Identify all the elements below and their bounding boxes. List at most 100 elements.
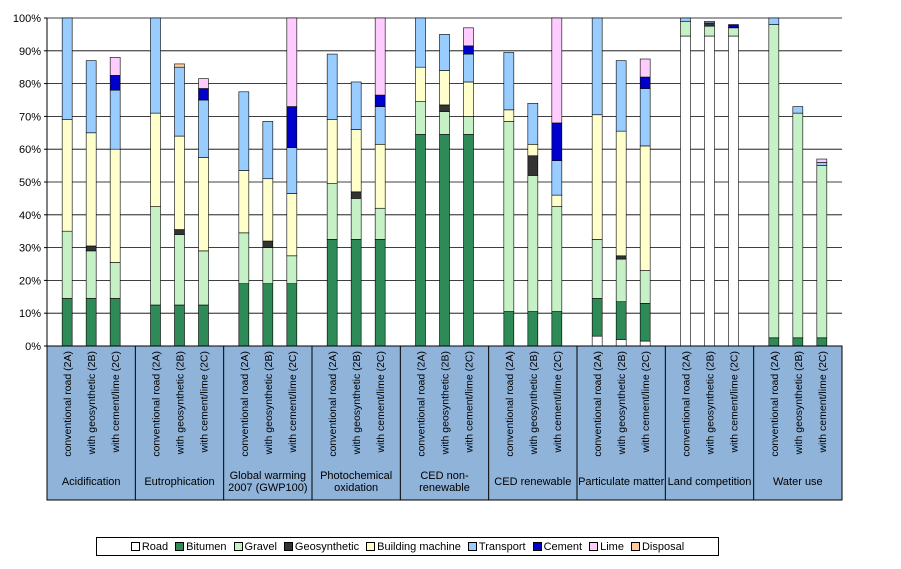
x-tick-label: conventional road (2A)	[592, 351, 604, 457]
bar-segment-building-machine	[591, 114, 603, 240]
legend-item: Transport	[467, 540, 526, 553]
bar-segment-transport	[150, 17, 161, 114]
legend-label: Lime	[600, 540, 624, 553]
x-tick-label: with geosynthetic (2B)	[175, 351, 187, 455]
bar-segment-gravel	[551, 206, 563, 312]
bar-segment-gravel	[415, 101, 426, 135]
bar-segment-bitumen	[286, 283, 298, 347]
bar-segment-cement	[728, 24, 739, 29]
bar-segment-transport	[374, 106, 386, 145]
legend-swatch	[366, 542, 376, 551]
bar-segment-gravel	[286, 255, 298, 284]
legend-label: Road	[141, 540, 169, 553]
x-tick-label: with geosynthetic (2B)	[793, 351, 805, 455]
bar-segment-gravel	[262, 247, 274, 284]
bar-segment-geosynthetic	[704, 22, 715, 27]
bar-segment-transport	[61, 17, 73, 120]
bar-segment-transport	[615, 60, 627, 132]
x-tick-label: with geosynthetic (2B)	[616, 351, 628, 455]
bar-segment-building-machine	[439, 70, 450, 106]
bar-segment-gravel	[326, 183, 338, 240]
bar-segment-geosynthetic	[174, 229, 185, 235]
y-tick-label: 100%	[13, 13, 41, 25]
bar-segment-building-machine	[639, 145, 651, 271]
group-label: Particulate matter	[578, 476, 665, 488]
bar-segment-transport	[286, 147, 298, 194]
bar-segment-building-machine	[374, 143, 386, 209]
group-label: Water use	[773, 476, 823, 488]
y-tick-label: 70%	[19, 111, 41, 123]
bar-segment-geosynthetic	[527, 155, 539, 176]
x-tick-label: with geosynthetic (2B)	[351, 351, 363, 455]
bar-segment-road	[704, 35, 715, 347]
bar-segment-road	[591, 335, 603, 347]
bar-segment-lime	[463, 27, 474, 47]
bar-segment-gravel	[527, 175, 539, 312]
bar-segment-gravel	[728, 27, 739, 37]
x-tick-label: with cement/lime (2C)	[375, 351, 387, 454]
y-tick-label: 60%	[19, 144, 41, 156]
legend-swatch	[130, 542, 140, 551]
x-tick-label: with cement/lime (2C)	[199, 351, 211, 454]
bar-segment-transport	[198, 99, 209, 158]
bar-segment-bitumen	[503, 311, 515, 347]
bar-segment-lime	[286, 17, 298, 107]
bar-segment-lime	[816, 158, 828, 163]
x-tick-label: with geosynthetic (2B)	[86, 351, 98, 455]
x-tick-label: with cement/lime (2C)	[110, 351, 122, 454]
x-tick-label: with cement/lime (2C)	[729, 351, 741, 454]
bar-segment-transport	[816, 162, 828, 166]
legend-item: Geosynthetic	[283, 541, 359, 553]
bar-segment-building-machine	[198, 157, 209, 252]
x-tick-label: conventional road (2A)	[769, 351, 781, 457]
x-tick-label: with geosynthetic (2B)	[263, 351, 275, 455]
bar-segment-bitumen	[150, 304, 161, 347]
x-axis-labels: conventional road (2A) with geosynthetic …	[62, 351, 829, 494]
bar-segment-bitumen	[792, 337, 804, 347]
bar-segment-bitumen	[768, 337, 780, 347]
bar-segment-gravel	[463, 116, 474, 135]
legend-label: Transport	[478, 540, 526, 553]
bar-segment-building-machine	[326, 119, 338, 184]
legend-swatch	[175, 542, 185, 551]
bar-segment-building-machine	[109, 148, 121, 263]
legend-item: Disposal	[630, 541, 684, 553]
x-tick-label: with geosynthetic (2B)	[705, 351, 717, 455]
bar-segment-transport	[326, 53, 338, 120]
bar-segment-gravel	[439, 111, 450, 135]
bar-segment-geosynthetic	[85, 245, 97, 252]
bar-segment-gravel	[680, 20, 691, 37]
bar-segment-transport	[174, 66, 185, 137]
bar-segment-bitumen	[61, 298, 73, 347]
bar-segment-disposal	[174, 63, 185, 68]
bar-segment-transport	[680, 17, 691, 22]
y-tick-label: 80%	[19, 79, 41, 91]
bar-segment-transport	[527, 102, 539, 145]
group-label: Land competition	[668, 476, 752, 488]
bar-segment-bitumen	[615, 301, 627, 340]
legend-swatch	[589, 542, 599, 551]
bar-segment-cement	[286, 106, 298, 148]
y-tick-label: 90%	[19, 46, 41, 58]
bar-segment-bitumen	[527, 311, 539, 347]
bar-segment-bitumen	[463, 134, 474, 347]
bar-segment-geosynthetic	[439, 104, 450, 112]
bar-segment-lime	[109, 57, 121, 76]
bar-segment-transport	[439, 34, 450, 71]
bar-segment-lime	[639, 58, 651, 78]
x-tick-label: conventional road (2A)	[62, 351, 74, 457]
legend-item: Road	[130, 540, 169, 553]
bar-segment-bitumen	[85, 298, 97, 347]
legend-label: Gravel	[244, 540, 277, 553]
legend-item: Bitumen	[175, 541, 227, 553]
x-tick-label: conventional road (2A)	[239, 351, 251, 457]
legend: Road Bitumen Gravel Geosynthetic Building ma…	[96, 537, 719, 556]
group-label: Eutrophication	[144, 476, 214, 488]
y-tick-label: 40%	[19, 210, 41, 222]
bar-segment-transport	[350, 81, 362, 130]
bar-segment-gravel	[704, 25, 715, 37]
bar-segment-bitumen	[551, 311, 563, 347]
bar-segment-gravel	[85, 250, 97, 299]
bar-segment-geosynthetic	[615, 255, 627, 260]
